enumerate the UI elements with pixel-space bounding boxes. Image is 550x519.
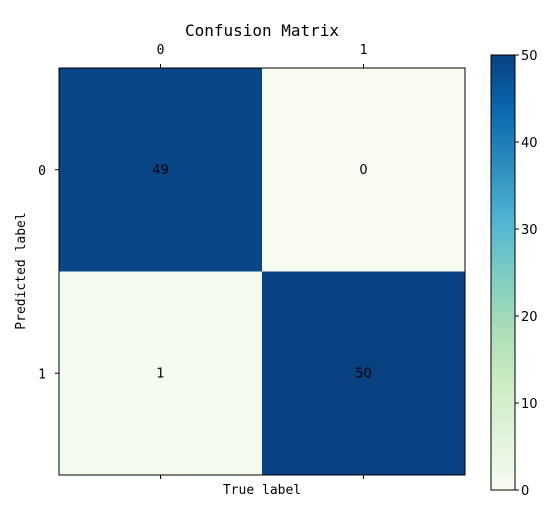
y-tick-label: 1 [38,367,46,382]
heatmap-cell-labels: 49 0 1 50 [152,163,372,382]
colorbar-tick-label: 10 [521,397,538,412]
y-axis-title: Predicted label [14,212,29,329]
y-tick-label: 0 [38,164,46,179]
heatmap-cell-r1-c0 [59,271,262,475]
colorbar-tick-label: 30 [521,223,538,238]
plot-frame [58,67,466,476]
heatmap-cell-r1-c1 [262,271,465,475]
heatmap-cell-r0-c0 [59,68,262,272]
cell-value-label-r1-c0: 1 [156,366,164,381]
colorbar-ticks: 0 10 20 30 40 50 [515,49,538,499]
colorbar [490,54,516,491]
colorbar-tick-label: 40 [521,136,538,151]
heatmap-cell-r0-c1 [262,68,465,272]
x-axis-title: True label [223,483,301,498]
y-axis-ticks: 01 [38,164,59,382]
cell-value-label-r0-c1: 0 [359,163,367,178]
cell-value-label-r0-c0: 49 [152,163,169,178]
cell-value-label-r1-c1: 50 [355,366,372,381]
colorbar-tick-label: 0 [521,484,529,499]
x-tick-label: 0 [157,43,165,58]
colorbar-tick-label: 50 [521,49,538,64]
colorbar-tick-label: 20 [521,310,538,325]
heatmap-cells [59,68,465,475]
chart-title: Confusion Matrix [185,21,339,40]
x-tick-label: 1 [360,43,368,58]
